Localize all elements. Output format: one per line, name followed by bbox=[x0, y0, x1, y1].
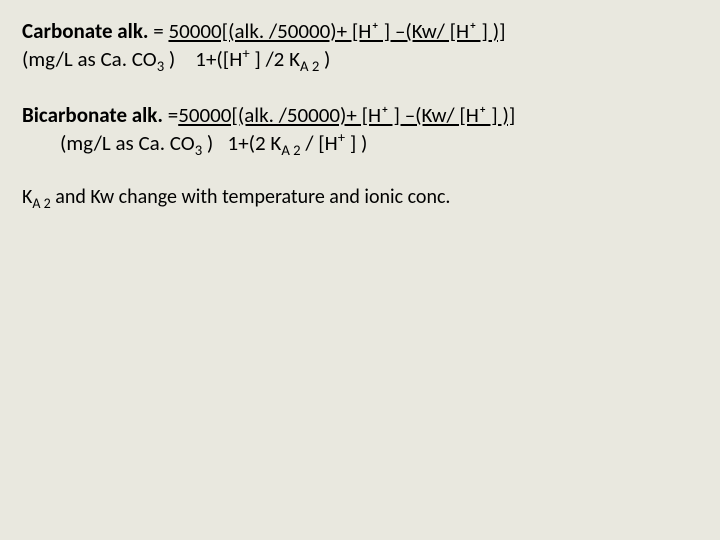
bicarbonate-unit-mid: as Ca. CO bbox=[115, 130, 194, 156]
carbonate-denom-asub: A 2 bbox=[300, 57, 319, 75]
carbonate-denom-close: ) bbox=[319, 46, 330, 72]
footnote-rest: and Kw change with temperature and ionic… bbox=[51, 185, 451, 209]
bicarbonate-block: Bicarbonate alk. =50000[(alk. /50000)+ [… bbox=[22, 102, 698, 158]
slide: Carbonate alk. = 50000[(alk. /50000)+ [H… bbox=[0, 0, 720, 227]
bicarbonate-unit-close: ) bbox=[202, 130, 213, 156]
bicarbonate-numerator: 50000[(alk. /50000)+ [H⁺ ] –(Kw/ [H⁺ ] )… bbox=[178, 102, 515, 128]
bicarbonate-line2: (mg/L as Ca. CO3 ) 1+(2 KA 2 / [H+ ] ) bbox=[22, 129, 698, 157]
carbonate-title: Carbonate alk. bbox=[22, 18, 153, 44]
bicarbonate-denom-close: ] ) bbox=[345, 130, 367, 156]
bicarbonate-denom-open: 1+( bbox=[228, 130, 255, 156]
carbonate-denom-hplus: + bbox=[242, 44, 249, 62]
carbonate-line1: Carbonate alk. = 50000[(alk. /50000)+ [H… bbox=[22, 18, 698, 45]
carbonate-block: Carbonate alk. = 50000[(alk. /50000)+ [H… bbox=[22, 18, 698, 74]
bicarbonate-eq-equals: = bbox=[168, 102, 178, 128]
carbonate-denom-mid: ] /2 K bbox=[250, 46, 300, 72]
bicarbonate-denom-mid: / [H bbox=[301, 130, 338, 156]
carbonate-line2: (mg/L as Ca. CO3 )1+([H+ ] /2 KA 2 ) bbox=[22, 45, 698, 73]
carbonate-denom-h: [H bbox=[223, 46, 243, 72]
bicarbonate-title: Bicarbonate alk. bbox=[22, 102, 168, 128]
footnote-k-sub: A 2 bbox=[32, 195, 50, 212]
bicarbonate-denom-two: 2 K bbox=[255, 130, 281, 156]
bicarbonate-line1: Bicarbonate alk. =50000[(alk. /50000)+ [… bbox=[22, 102, 698, 129]
bicarbonate-denom-asub: A 2 bbox=[281, 141, 300, 159]
bicarbonate-unit-open: (mg/L bbox=[60, 130, 115, 156]
footnote-k: K bbox=[22, 185, 32, 209]
carbonate-denom-open: 1+( bbox=[195, 46, 222, 72]
footnote: KA 2 and Kw change with temperature and … bbox=[22, 185, 698, 209]
carbonate-eq-equals: = bbox=[153, 18, 168, 44]
carbonate-numerator: 50000[(alk. /50000)+ [H⁺ ] –(Kw/ [H⁺ ] )… bbox=[168, 18, 505, 44]
carbonate-unit-close: ) bbox=[164, 46, 175, 72]
bicarbonate-denom-hplus: + bbox=[338, 128, 345, 146]
carbonate-unit-mid: as Ca. CO bbox=[77, 46, 156, 72]
carbonate-unit-open: (mg/L bbox=[22, 46, 77, 72]
